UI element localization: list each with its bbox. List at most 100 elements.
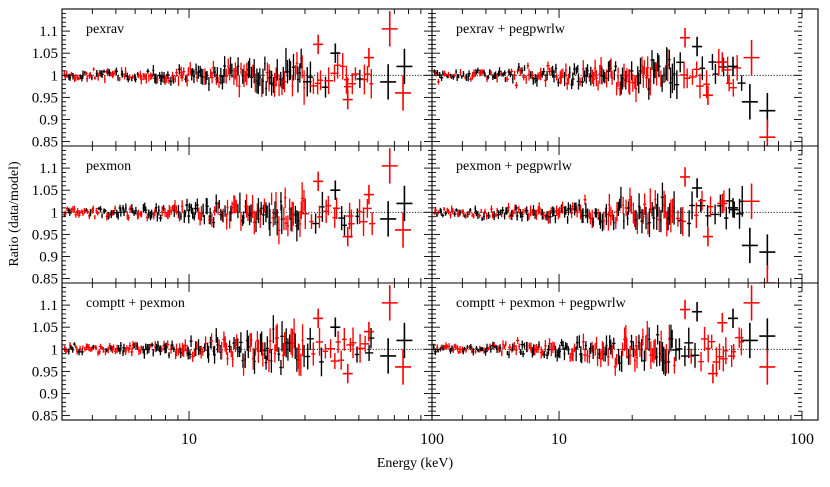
data-point-red [569,207,574,219]
data-point-red [161,206,164,217]
data-point-red [381,285,398,321]
data-point-black [455,69,457,74]
data-point-red [230,201,234,214]
data-point-black [125,203,127,213]
data-point-red [309,77,318,94]
data-point-red [550,207,552,214]
data-point-red [127,74,132,81]
data-point-red [351,67,360,81]
data-point-red [471,71,474,80]
data-point-black [142,203,145,213]
data-point-red [74,211,78,218]
data-point-red [125,345,129,351]
data-point-red [187,67,190,77]
data-point-red [301,198,309,230]
data-point-black [216,336,219,353]
data-point-red [591,341,593,353]
data-point-black [519,349,523,355]
data-point-black [101,213,103,219]
data-point-black [157,205,160,216]
data-point-black [557,78,560,87]
data-point-red [112,344,115,351]
data-point-red [86,75,89,83]
data-point-red [505,76,509,83]
data-point-black [621,350,623,372]
outer-frame [61,8,819,421]
y-tick-label: 1 [51,205,59,221]
data-point-red [698,190,706,211]
data-point-red [743,183,760,219]
data-point-red [118,76,121,82]
data-point-black [710,204,720,225]
data-point-black [117,74,119,81]
data-point-black [73,342,76,346]
data-point-black [249,66,254,88]
data-point-red [283,332,286,356]
data-points [433,28,776,146]
data-point-black [561,340,565,351]
data-point-black [712,64,719,84]
data-point-red [646,56,649,79]
data-point-red [196,341,198,350]
data-point-red [363,47,374,68]
data-point-black [538,341,540,349]
data-point-red [210,71,214,84]
data-point-red [349,327,357,359]
data-point-black [577,64,579,73]
x-tick-label: 100 [420,431,444,448]
data-point-black [671,338,680,362]
data-point-black [79,74,82,78]
data-point-black [476,67,480,73]
data-point-black [759,234,776,270]
data-point-black [276,59,279,81]
data-point-red [597,80,599,91]
data-point-red [104,75,106,84]
data-point-red [298,210,302,237]
data-point-black [320,191,325,222]
data-point-black [147,343,150,354]
data-point-black [571,72,575,86]
data-point-red [525,75,527,84]
data-point-red [680,167,691,187]
data-point-red [594,343,596,356]
data-point-black [551,65,554,78]
data-point-red [759,119,776,146]
data-point-red [595,336,598,350]
data-point-black [184,210,187,218]
data-point-red [309,214,314,229]
data-point-red [160,346,163,352]
data-point-black [131,207,134,213]
data-point-red [177,75,180,86]
data-point-red [217,201,219,215]
data-point-red [166,340,170,349]
data-point-red [65,349,69,353]
data-point-black [563,71,566,87]
data-point-red [500,211,503,218]
data-point-red [664,194,667,218]
data-point-red [126,214,130,221]
data-point-red [493,342,495,349]
x-tick-label: 10 [551,431,567,448]
data-point-red [688,69,697,85]
data-point-red [716,343,723,370]
data-point-black [489,345,492,353]
data-point-black [520,340,525,349]
data-point-black [502,70,507,76]
data-point-black [605,203,608,225]
data-point-red [546,61,550,70]
data-point-black [459,209,462,216]
data-point-red [314,72,321,95]
data-point-black [662,67,665,83]
data-point-red [512,209,514,217]
data-point-red [124,67,127,76]
data-point-black [638,206,642,219]
data-point-black [206,70,208,80]
data-point-black [355,208,360,225]
data-point-red [522,73,526,81]
data-point-black [69,345,73,350]
data-point-black [623,213,625,230]
data-point-black [586,64,589,78]
data-point-black [548,210,552,224]
data-point-black [606,61,611,82]
data-point-black [496,210,500,220]
